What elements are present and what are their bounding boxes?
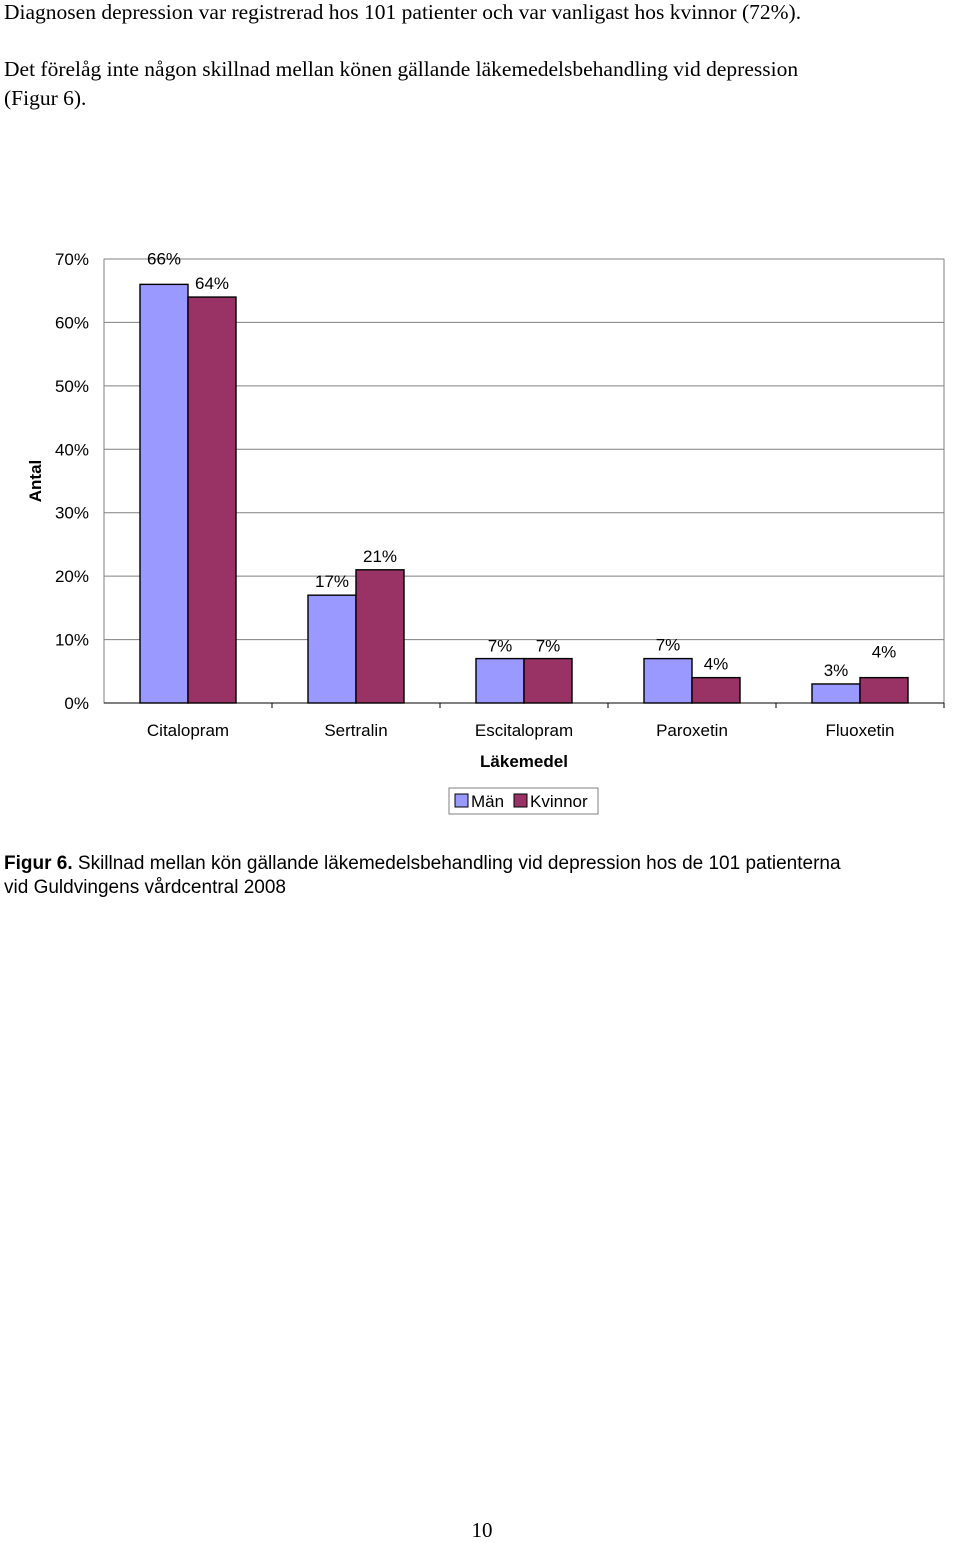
data-label: 66% <box>147 249 181 268</box>
y-tick-label: 10% <box>55 631 89 650</box>
x-axis-label: Läkemedel <box>480 752 568 771</box>
x-tick-label: Paroxetin <box>656 721 728 740</box>
y-tick-label: 30% <box>55 504 89 523</box>
paragraph-2-line-1: Det förelåg inte någon skillnad mellan k… <box>4 57 799 81</box>
data-label: 4% <box>704 655 729 674</box>
paragraph-1: Diagnosen depression var registrerad hos… <box>4 0 802 24</box>
y-tick-label: 50% <box>55 377 89 396</box>
x-tick-labels: Citalopram Sertralin Escitalopram Paroxetin… <box>147 703 945 740</box>
data-label: 7% <box>536 637 561 656</box>
x-tick-label: Fluoxetin <box>826 721 895 740</box>
figure-caption-line-2: vid Guldvingens vårdcentral 2008 <box>4 877 287 898</box>
y-tick-label: 70% <box>55 250 89 269</box>
bar-kvinnor <box>691 676 741 704</box>
x-tick-label: Sertralin <box>324 721 387 740</box>
data-label: 17% <box>315 572 349 591</box>
y-tick-labels: 0% 10% 20% 30% 40% 50% 60% 70% <box>55 250 89 713</box>
data-label: 21% <box>363 547 397 566</box>
bar-kvinnor <box>187 296 237 704</box>
bar-man <box>643 657 693 704</box>
bar-man <box>307 594 357 704</box>
data-label: 3% <box>824 661 849 680</box>
gridlines <box>104 321 944 641</box>
figure-caption-line-1: Figur 6. Skillnad mellan kön gällande lä… <box>4 852 841 876</box>
legend-label-kvinnor: Kvinnor <box>530 792 588 811</box>
x-tick-label: Escitalopram <box>475 721 573 740</box>
legend-swatch-kvinnor <box>513 793 528 808</box>
bar-man <box>475 657 525 704</box>
data-labels: 66% 64% 17% 21% 7% 7% 7% 4% 3% 4% <box>147 249 896 680</box>
bar-kvinnor <box>523 657 573 704</box>
x-tick-label: Citalopram <box>147 721 229 740</box>
data-label: 7% <box>656 636 681 655</box>
legend: Män Kvinnor <box>448 787 599 815</box>
y-tick-label: 40% <box>55 440 89 459</box>
bar-kvinnor <box>859 676 909 704</box>
bars <box>139 283 909 704</box>
y-tick-label: 20% <box>55 567 89 586</box>
legend-label-man: Män <box>471 792 504 811</box>
legend-swatch-man <box>454 793 469 808</box>
data-label: 4% <box>872 643 897 662</box>
figure-caption-label: Figur 6. <box>4 853 73 874</box>
bar-man <box>811 683 861 704</box>
figure-caption-text: Skillnad mellan kön gällande läkemedelsb… <box>72 853 841 874</box>
y-tick-label: 60% <box>55 313 89 332</box>
data-label: 7% <box>488 637 513 656</box>
data-label: 64% <box>195 274 229 293</box>
bar-chart: 0% 10% 20% 30% 40% 50% 60% 70% Antal 66% 64% 17% 2… <box>26 249 945 815</box>
y-tick-label: 0% <box>64 694 89 713</box>
bar-kvinnor <box>355 569 405 704</box>
y-axis-label: Antal <box>26 460 45 503</box>
paragraph-2-line-2: (Figur 6). <box>4 86 87 110</box>
bar-man <box>139 283 189 704</box>
page-number: 10 <box>471 1518 493 1542</box>
